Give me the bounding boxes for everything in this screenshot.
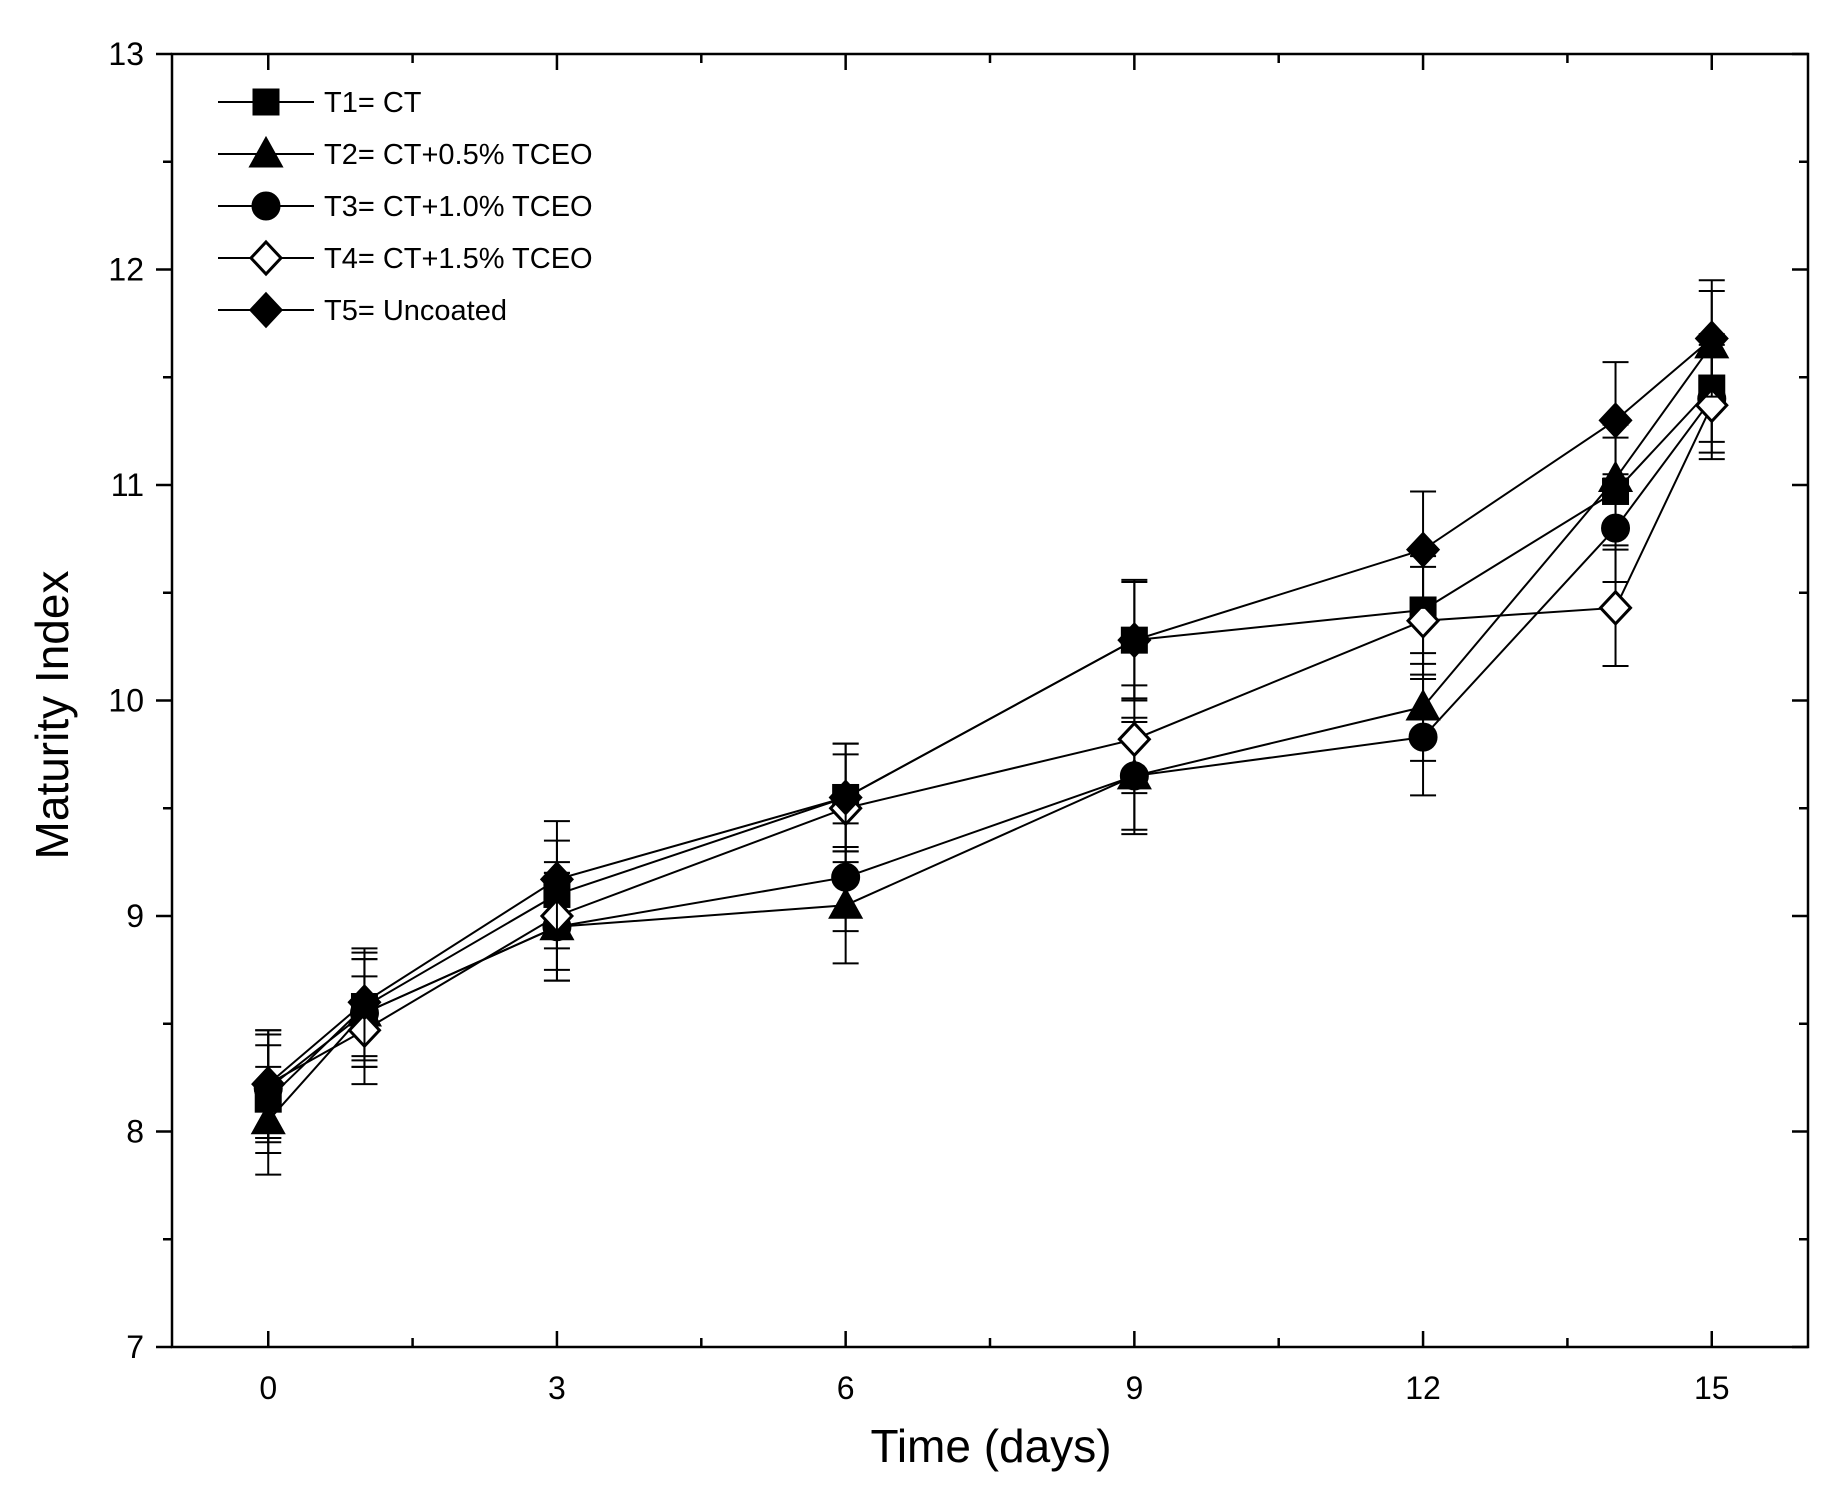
data-point bbox=[828, 779, 863, 816]
legend-label: T2= CT+0.5% TCEO bbox=[324, 139, 593, 171]
data-point bbox=[1694, 320, 1729, 357]
legend-entry-4: T4= CT+1.5% TCEO bbox=[218, 239, 593, 277]
data-point bbox=[1406, 602, 1441, 639]
axes: 0 3 6 9 12 15 7 8 9 10 11 12 13 bbox=[108, 36, 1810, 1406]
data-point bbox=[1117, 621, 1152, 659]
series-line bbox=[267, 398, 1713, 1090]
legend-marker bbox=[248, 239, 284, 277]
x-tick-label: 15 bbox=[1694, 1370, 1730, 1406]
data-point bbox=[1598, 589, 1633, 627]
data-point bbox=[1406, 531, 1441, 568]
series-1 bbox=[254, 333, 1726, 1155]
y-tick-label: 7 bbox=[126, 1329, 144, 1365]
y-tick-label: 13 bbox=[108, 36, 144, 72]
x-axis-title: Time (days) bbox=[870, 1420, 1111, 1472]
legend-entry-2: T2= CT+0.5% TCEO bbox=[218, 135, 593, 171]
series-line bbox=[267, 337, 1713, 1085]
data-point bbox=[1117, 721, 1152, 758]
y-tick-label: 12 bbox=[108, 252, 144, 288]
legend: T1= CT T2= CT+0.5% TCEO T3= CT+1.0% TCEO T4… bbox=[218, 87, 593, 329]
data-point bbox=[1601, 513, 1631, 543]
data-point bbox=[1408, 722, 1438, 752]
legend-entry-3: T3= CT+1.0% TCEO bbox=[218, 191, 593, 223]
y-tick-label: 10 bbox=[108, 683, 144, 719]
x-tick-label: 0 bbox=[259, 1370, 277, 1406]
legend-entry-5: T5= Uncoated bbox=[218, 291, 507, 329]
x-tick-label: 3 bbox=[548, 1370, 566, 1406]
x-tick-label: 12 bbox=[1405, 1370, 1441, 1406]
legend-entry-1: T1= CT bbox=[218, 87, 422, 119]
series-line bbox=[267, 344, 1713, 1122]
y-tick-label: 11 bbox=[111, 467, 144, 503]
series-2 bbox=[250, 290, 1730, 1176]
series-4 bbox=[251, 350, 1729, 1139]
legend-label: T4= CT+1.5% TCEO bbox=[324, 243, 593, 275]
data-point bbox=[831, 862, 861, 892]
legend-marker bbox=[248, 135, 284, 168]
data-point bbox=[251, 1065, 286, 1103]
y-tick-label: 8 bbox=[126, 1114, 144, 1150]
data-point bbox=[539, 861, 574, 898]
legend-label: T1= CT bbox=[324, 87, 422, 119]
legend-label: T5= Uncoated bbox=[324, 295, 507, 327]
series-line bbox=[267, 404, 1713, 1085]
data-point bbox=[1598, 402, 1633, 439]
x-tick-label: 9 bbox=[1125, 1370, 1143, 1406]
y-axis-title: Maturity Index bbox=[26, 571, 78, 860]
series-5 bbox=[251, 279, 1729, 1139]
legend-marker bbox=[252, 88, 280, 116]
plot-area bbox=[250, 279, 1730, 1176]
data-point bbox=[347, 984, 382, 1021]
legend-label: T3= CT+1.0% TCEO bbox=[324, 191, 593, 223]
x-tick-label: 6 bbox=[837, 1370, 855, 1406]
y-tick-label: 9 bbox=[126, 898, 144, 934]
series-3 bbox=[253, 343, 1727, 1144]
legend-marker bbox=[251, 191, 281, 221]
legend-marker bbox=[248, 291, 284, 329]
series-line bbox=[267, 387, 1713, 1100]
